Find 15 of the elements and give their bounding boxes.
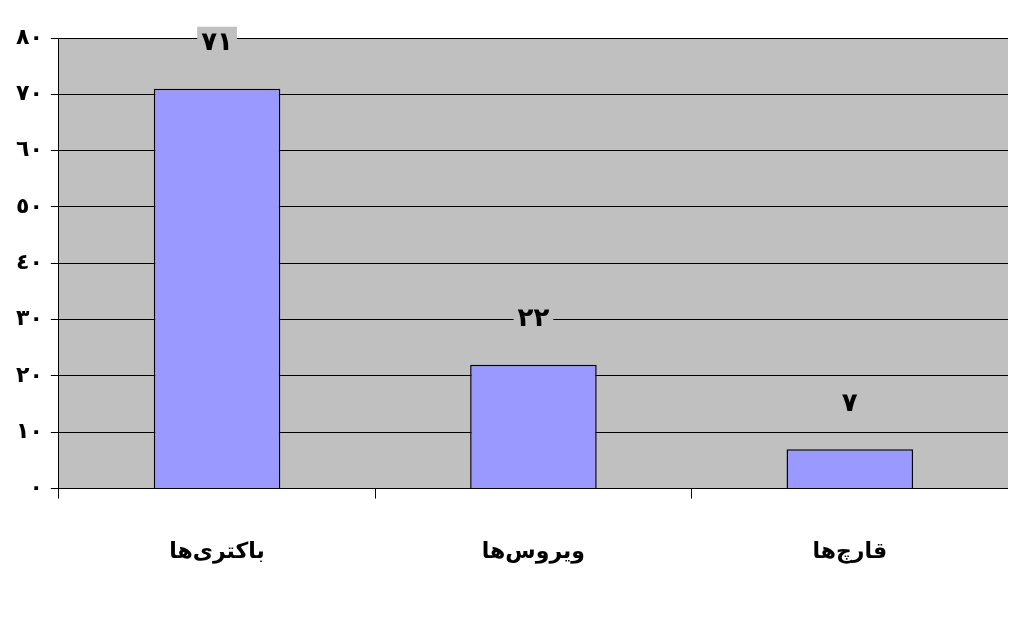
y-tick-label: ٢٠ [16, 361, 43, 387]
data-label: ٧١ [201, 26, 233, 57]
y-tick-label: ٦٠ [16, 136, 43, 162]
y-tick-label: ٠ [29, 474, 43, 500]
y-tick-label: ٧٠ [16, 80, 43, 106]
x-tick-label: باکتری‌ها [169, 537, 265, 564]
data-label: ٢٢ [517, 302, 550, 333]
y-tick-label: ٣٠ [16, 305, 43, 331]
x-tick-label: قارچ‌ها [812, 537, 888, 564]
y-tick-label: ١٠ [16, 417, 43, 443]
y-tick-label: ٨٠ [16, 23, 43, 49]
data-label: ٧ [841, 386, 858, 417]
x-tick-label: ویروس‌ها [481, 537, 586, 564]
y-tick-label: ٤٠ [16, 249, 43, 275]
y-tick-label: ٥٠ [16, 192, 43, 218]
